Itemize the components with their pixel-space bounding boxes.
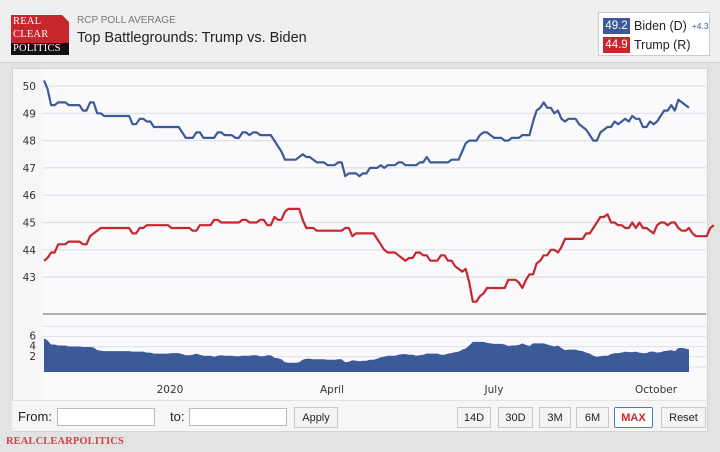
range-button-30d[interactable]: 30D [498, 407, 533, 428]
y-tick-label-spread: 2 [29, 351, 36, 363]
series-line-trump [43, 207, 715, 303]
legend: 49.2 Biden (D) +4.3 44.9 Trump (R) [598, 12, 710, 56]
apply-button[interactable]: Apply [294, 407, 338, 428]
range-button-max[interactable]: MAX [614, 407, 653, 428]
from-date-input[interactable] [57, 408, 155, 426]
legend-value-biden: 49.2 [603, 17, 630, 34]
range-button-6m[interactable]: 6M [576, 407, 609, 428]
x-tick-label: 2020 [157, 384, 184, 396]
chart-kicker: RCP POLL AVERAGE [77, 15, 176, 26]
y-tick-label-main: 49 [23, 108, 36, 120]
y-tick-label-spread: 6 [29, 330, 36, 342]
legend-name-biden: Biden (D) [634, 18, 687, 33]
footer-brand: REALCLEARPOLITICS [6, 436, 124, 447]
y-tick-label-main: 46 [23, 190, 37, 202]
legend-name-trump: Trump (R) [634, 37, 691, 52]
legend-item-trump[interactable]: 44.9 Trump (R) [603, 36, 690, 53]
x-tick-label: October [635, 384, 678, 396]
to-label: to: [170, 409, 185, 424]
logo-line-3: POLITICS [13, 43, 61, 54]
logo-line-2: CLEAR [13, 29, 49, 40]
reset-button[interactable]: Reset [661, 407, 706, 428]
y-tick-label-main: 47 [23, 163, 36, 175]
spread-area [44, 338, 689, 372]
y-tick-label-spread: 4 [29, 341, 36, 353]
from-label: From: [18, 409, 52, 424]
x-tick-label: July [484, 384, 504, 396]
chart-title: Top Battlegrounds: Trump vs. Biden [77, 30, 307, 46]
y-tick-label-main: 43 [23, 272, 36, 284]
y-tick-label-main: 48 [23, 136, 36, 148]
header: REAL CLEAR POLITICS RCP POLL AVERAGE Top… [0, 0, 720, 63]
y-tick-label-main: 44 [23, 245, 37, 257]
range-button-14d[interactable]: 14D [457, 407, 491, 428]
legend-item-biden[interactable]: 49.2 Biden (D) +4.3 [603, 17, 709, 34]
rcp-logo[interactable]: REAL CLEAR POLITICS [11, 15, 69, 55]
legend-spread: +4.3 [691, 20, 709, 31]
y-tick-label-main: 45 [23, 218, 36, 230]
range-button-3m[interactable]: 3M [539, 407, 571, 428]
legend-value-trump: 44.9 [603, 36, 630, 53]
logo-line-1: REAL [13, 16, 42, 27]
x-tick-label: April [320, 384, 344, 396]
y-tick-label-main: 50 [23, 81, 36, 93]
series-line-biden [42, 80, 690, 178]
to-date-input[interactable] [189, 408, 287, 426]
